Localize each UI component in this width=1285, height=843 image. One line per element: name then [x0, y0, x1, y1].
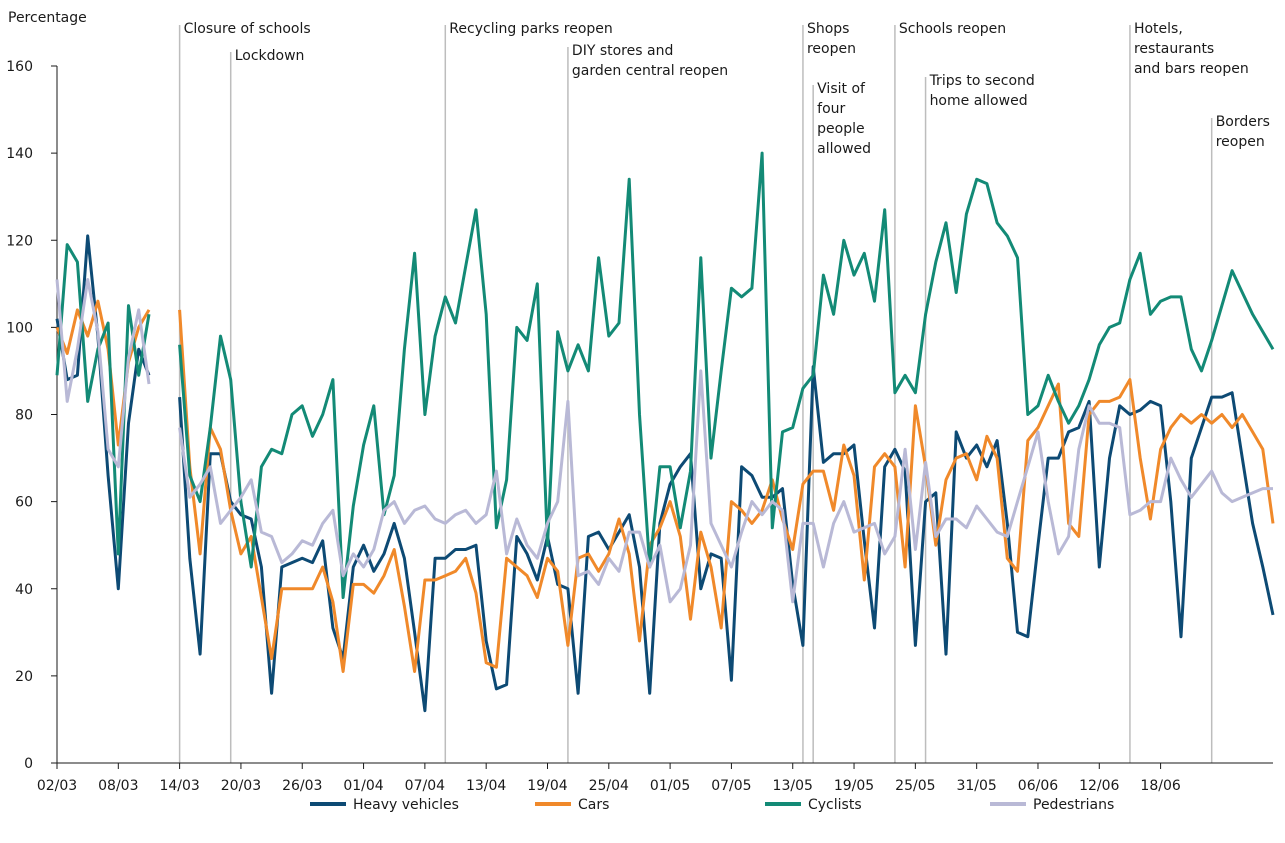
x-tick-label: 08/03 — [98, 778, 138, 794]
x-tick-label: 13/04 — [466, 778, 506, 794]
annotation-text: Schools reopen — [899, 21, 1006, 37]
x-tick-label: 07/05 — [711, 778, 751, 794]
annotation-text: people — [817, 121, 864, 137]
y-tick-label: 60 — [15, 495, 33, 511]
x-tick-label: 14/03 — [159, 778, 199, 794]
annotation-text: Borders — [1216, 114, 1270, 130]
legend-label: Pedestrians — [1033, 797, 1114, 813]
legend-label: Cyclists — [808, 797, 862, 813]
x-tick-label: 12/06 — [1079, 778, 1119, 794]
x-tick-label: 25/05 — [895, 778, 935, 794]
x-tick-label: 18/06 — [1140, 778, 1180, 794]
y-tick-label: 100 — [6, 320, 33, 336]
y-tick-label: 40 — [15, 582, 33, 598]
x-tick-label: 01/05 — [650, 778, 690, 794]
y-tick-label: 0 — [24, 756, 33, 772]
annotation-text: Trips to second — [929, 73, 1035, 89]
x-tick-label: 01/04 — [343, 778, 383, 794]
y-tick-label: 20 — [15, 669, 33, 685]
annotation-text: Hotels, — [1134, 21, 1183, 37]
annotation-text: reopen — [807, 41, 856, 57]
x-tick-label: 25/04 — [589, 778, 629, 794]
x-tick-label: 02/03 — [37, 778, 77, 794]
x-tick-label: 31/05 — [956, 778, 996, 794]
annotation-text: garden central reopen — [572, 63, 728, 79]
y-axis-label: Percentage — [8, 10, 87, 26]
y-tick-label: 140 — [6, 146, 33, 162]
y-tick-label: 160 — [6, 59, 33, 75]
annotation-text: allowed — [817, 141, 871, 157]
annotation-text: reopen — [1216, 134, 1265, 150]
x-tick-label: 20/03 — [221, 778, 261, 794]
annotation-text: home allowed — [930, 93, 1028, 109]
annotation-text: Lockdown — [235, 48, 305, 64]
y-tick-label: 80 — [15, 408, 33, 424]
annotation-text: Recycling parks reopen — [449, 21, 612, 37]
series-line — [55, 151, 1275, 599]
annotation-text: Visit of — [817, 81, 866, 97]
x-tick-label: 19/04 — [527, 778, 567, 794]
legend-label: Heavy vehicles — [353, 797, 459, 813]
annotation-text: Shops — [807, 21, 850, 37]
x-tick-label: 13/05 — [773, 778, 813, 794]
annotation-text: four — [817, 101, 845, 117]
y-tick-label: 120 — [6, 233, 33, 249]
x-tick-label: 26/03 — [282, 778, 322, 794]
annotation-text: DIY stores and — [572, 43, 673, 59]
x-tick-label: 07/04 — [405, 778, 445, 794]
annotation-text: restaurants — [1134, 41, 1214, 57]
x-tick-label: 06/06 — [1018, 778, 1058, 794]
series-line — [55, 278, 1273, 604]
annotation-text: and bars reopen — [1134, 61, 1249, 77]
annotation-text: Closure of schools — [184, 21, 311, 37]
x-tick-label: 19/05 — [834, 778, 874, 794]
legend-label: Cars — [578, 797, 609, 813]
